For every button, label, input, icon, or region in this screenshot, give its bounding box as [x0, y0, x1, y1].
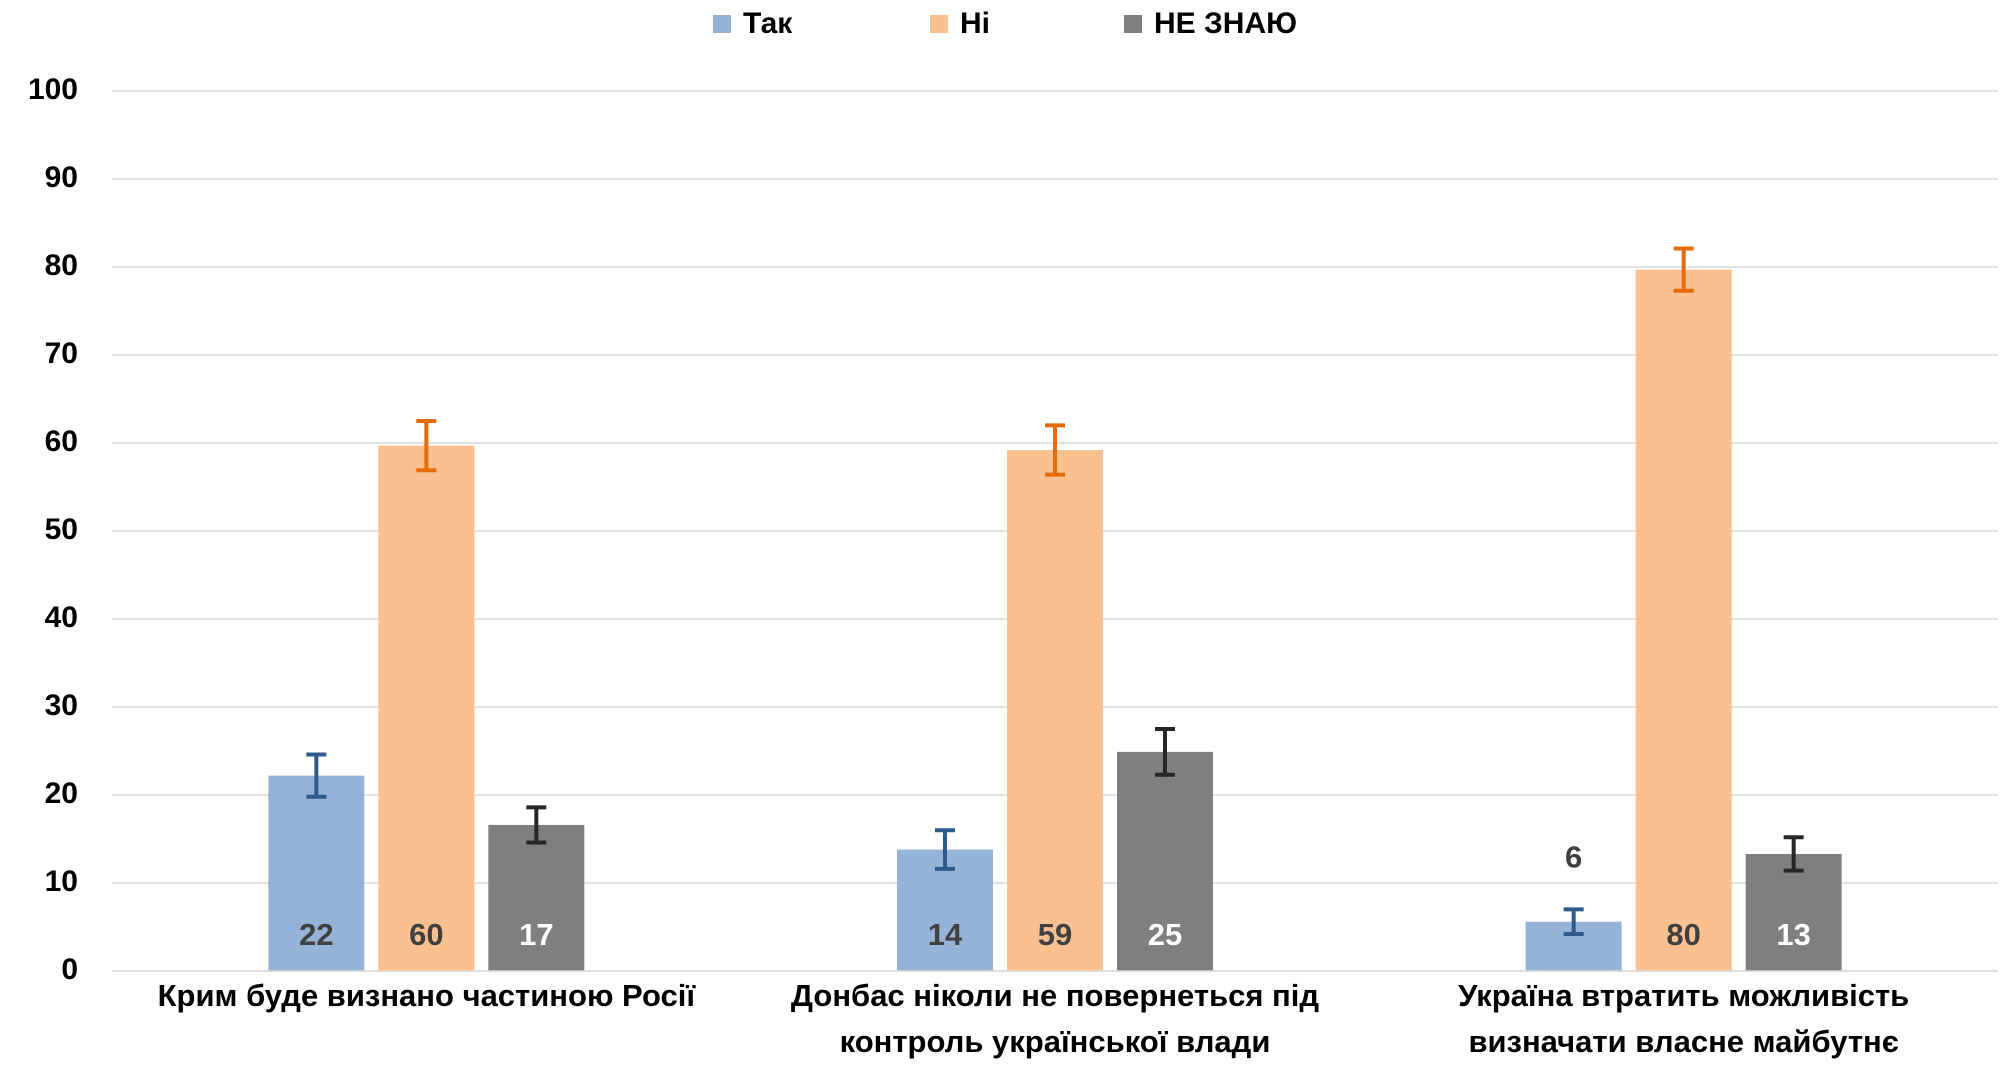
y-tick-label: 60	[45, 425, 78, 458]
y-tick-label: 80	[45, 249, 78, 282]
bar	[488, 824, 585, 971]
bar	[268, 775, 365, 971]
y-tick-label: 90	[45, 161, 78, 194]
y-tick-label: 100	[28, 73, 78, 106]
legend-label: Так	[743, 7, 793, 40]
legend-label: НЕ ЗНАЮ	[1154, 7, 1297, 40]
data-label: 25	[1148, 917, 1182, 952]
data-label: 14	[928, 917, 963, 952]
bar	[1745, 853, 1842, 971]
bar	[1635, 269, 1732, 971]
y-tick-label: 0	[61, 953, 78, 986]
data-label: 80	[1666, 917, 1700, 952]
data-label: 13	[1776, 917, 1810, 952]
legend-swatch	[1124, 15, 1142, 33]
data-label: 6	[1565, 840, 1582, 875]
y-tick-label: 30	[45, 689, 78, 722]
data-label: 60	[409, 917, 443, 952]
y-tick-label: 10	[45, 865, 78, 898]
x-tick-label: Україна втратить можливість визначати вл…	[1458, 978, 1910, 1059]
x-tick-label: Донбас ніколи не повернеться під контрол…	[790, 978, 1320, 1059]
bar	[378, 445, 475, 971]
x-tick-label: Крим буде визнано частиною Росії	[157, 978, 696, 1013]
data-label: 22	[299, 917, 333, 952]
data-label: 59	[1038, 917, 1072, 952]
y-tick-label: 20	[45, 777, 78, 810]
bar	[1117, 751, 1213, 971]
legend-swatch	[930, 15, 948, 33]
bar	[1007, 450, 1103, 971]
data-label: 17	[519, 917, 553, 952]
legend-label: Ні	[960, 7, 990, 40]
y-tick-label: 70	[45, 337, 78, 370]
legend-swatch	[713, 15, 731, 33]
y-tick-label: 40	[45, 601, 78, 634]
y-tick-label: 50	[45, 513, 78, 546]
